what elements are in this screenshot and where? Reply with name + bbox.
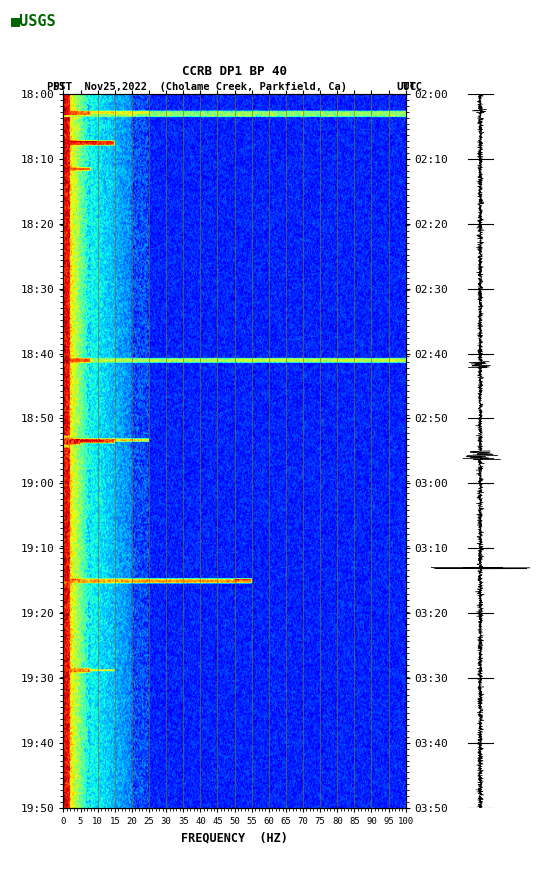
Text: UTC: UTC bbox=[396, 81, 417, 92]
Text: PST   Nov25,2022  (Cholame Creek, Parkfield, Ca)         UTC: PST Nov25,2022 (Cholame Creek, Parkfield… bbox=[47, 81, 422, 92]
Text: CCRB DP1 BP 40: CCRB DP1 BP 40 bbox=[182, 65, 287, 78]
X-axis label: FREQUENCY  (HZ): FREQUENCY (HZ) bbox=[181, 831, 288, 845]
Text: PST: PST bbox=[52, 81, 73, 92]
Text: ■USGS: ■USGS bbox=[11, 13, 57, 29]
